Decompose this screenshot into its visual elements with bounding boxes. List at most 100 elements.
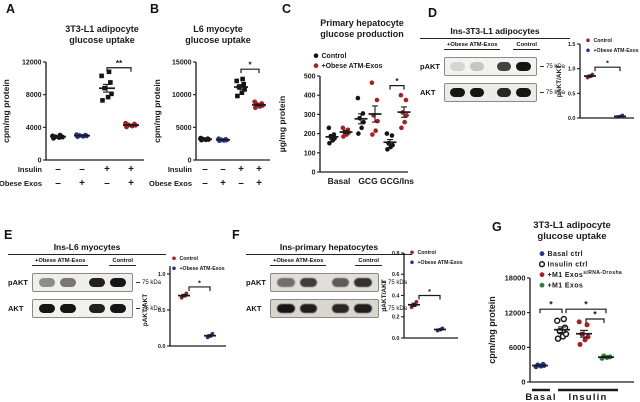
sig-bracket xyxy=(565,308,607,314)
data-point xyxy=(554,335,562,342)
legend-marker xyxy=(172,266,176,271)
sig-label: * xyxy=(584,300,588,310)
y-tick-label: 0.8 xyxy=(392,251,400,257)
legend-label: +Obese ATM-Exos xyxy=(594,48,639,54)
data-point xyxy=(356,131,361,136)
x-row-label: Obese Exos xyxy=(149,179,192,188)
blot-band xyxy=(277,278,295,287)
legend-marker xyxy=(539,282,545,288)
x-group-label: Insulin xyxy=(568,392,607,402)
y-axis-label: pAKT/AKT xyxy=(142,294,149,327)
y-tick-label: 1.0 xyxy=(568,67,576,73)
data-point xyxy=(398,92,404,98)
blot-row: pAKT 75 kDa xyxy=(8,273,166,292)
panel-A-chart: 0 4000 8000 12000 cpm/mg protein 3T3-L1 adipo… xyxy=(0,24,144,189)
y-tick-label: 4000 xyxy=(26,125,42,132)
blot-row: pAKT 75 kDa xyxy=(420,57,570,76)
y-tick-label: 200 xyxy=(304,131,316,138)
y-tick-label: 8000 xyxy=(26,92,42,99)
x-row-label: Insulin xyxy=(168,165,193,174)
panel-E-chart: 0.0 0.5 1.0 pAKT/AKT * Control +Obese ATM-Exos xyxy=(142,256,226,350)
x-symbol: – xyxy=(104,178,110,189)
chart-title: 3T3-L1 adipocyte xyxy=(533,220,611,231)
y-tick-label: 0 xyxy=(38,157,42,164)
blot-box xyxy=(270,299,379,318)
panel-label-F: F xyxy=(232,228,240,242)
blot-row-label: AKT xyxy=(246,304,262,313)
blot-box xyxy=(32,299,133,318)
y-tick-label: 100 xyxy=(304,150,316,157)
data-point xyxy=(370,132,375,137)
blot-band xyxy=(354,278,372,287)
kda-label: 75 kDa xyxy=(537,90,570,96)
sig-bracket xyxy=(240,68,260,74)
data-point xyxy=(327,140,332,146)
sig-bracket xyxy=(594,66,621,72)
panel-label-B: B xyxy=(150,2,160,16)
sig-bracket xyxy=(418,294,441,300)
y-tick-label: 0.0 xyxy=(158,344,166,350)
blot-band xyxy=(496,62,512,71)
y-tick-label: 0 xyxy=(312,169,316,176)
legend-marker xyxy=(313,63,319,68)
blot-band xyxy=(450,62,465,71)
panel-F-chart: 0.0 0.2 0.4 0.6 0.8 pAKT/AKT * Control +Obese AT… xyxy=(381,250,463,342)
lane-labels: +Obese ATM-Exos Control xyxy=(32,258,136,266)
kda-label: 75 kDa xyxy=(379,280,412,286)
y-tick-label: 0.4 xyxy=(392,293,401,299)
data-point xyxy=(403,97,409,103)
legend-label: +M1 ExossiRNA-Drosha xyxy=(548,270,623,279)
x-category-label: Basal xyxy=(328,176,351,186)
x-symbol: + xyxy=(220,178,226,189)
blot-band xyxy=(89,304,106,313)
panel-D-blot: Ins-3T3-L1 adipocytes +Obese ATM-Exos Cont… xyxy=(420,26,570,109)
y-axis-label: cpm/mg protein xyxy=(152,79,162,143)
x-symbol: + xyxy=(79,178,85,189)
data-point xyxy=(389,133,395,138)
y-axis-label: pAKT/AKT xyxy=(381,279,388,312)
data-point xyxy=(404,113,409,118)
data-point xyxy=(106,69,112,75)
x-row-label: Insulin xyxy=(18,165,43,174)
blot-box xyxy=(444,57,537,76)
legend-marker xyxy=(538,261,546,268)
x-group-label: Basal xyxy=(525,392,556,402)
legend-label: Insulin ctrl xyxy=(548,262,588,269)
sig-label: * xyxy=(198,278,201,287)
legend-marker xyxy=(313,53,319,58)
data-point xyxy=(385,147,390,152)
y-axis-label: µg/mg protein xyxy=(277,96,287,152)
data-point xyxy=(361,119,366,125)
data-point xyxy=(577,341,583,347)
data-point xyxy=(108,80,113,85)
y-tick-label: 6000 xyxy=(509,343,526,352)
sig-bracket xyxy=(188,286,211,291)
chart-title: 3T3-L1 adipocyte xyxy=(65,24,139,34)
data-point xyxy=(373,128,378,134)
blot-band xyxy=(450,88,465,97)
y-tick-label: 300 xyxy=(304,112,316,119)
data-point xyxy=(340,125,346,131)
sig-label: * xyxy=(593,310,597,320)
data-point xyxy=(399,125,404,131)
blot-band xyxy=(38,278,55,287)
y-tick-label: 0 xyxy=(521,378,525,387)
blot-row: AKT 75 kDa xyxy=(246,299,412,318)
x-symbol: + xyxy=(128,178,134,189)
y-tick-label: 0.6 xyxy=(392,272,400,278)
blot-row-label: pAKT xyxy=(246,278,266,287)
data-point xyxy=(239,90,245,96)
x-symbol: + xyxy=(256,178,262,189)
blot-band xyxy=(496,88,512,97)
lane-label: Control xyxy=(109,258,136,266)
x-symbol: – xyxy=(220,164,226,175)
x-symbol: – xyxy=(79,164,85,175)
y-tick-label: 15000 xyxy=(172,59,192,66)
panel-D-chart: 0.0 0.5 1.0 1.5 pAKT/AKT * Control +Obese ATM-E… xyxy=(556,38,639,122)
data-point xyxy=(384,131,390,136)
data-point xyxy=(240,76,245,82)
blot-box xyxy=(444,83,537,102)
legend-label: Control xyxy=(418,250,437,256)
y-tick-label: 1.5 xyxy=(568,42,576,48)
